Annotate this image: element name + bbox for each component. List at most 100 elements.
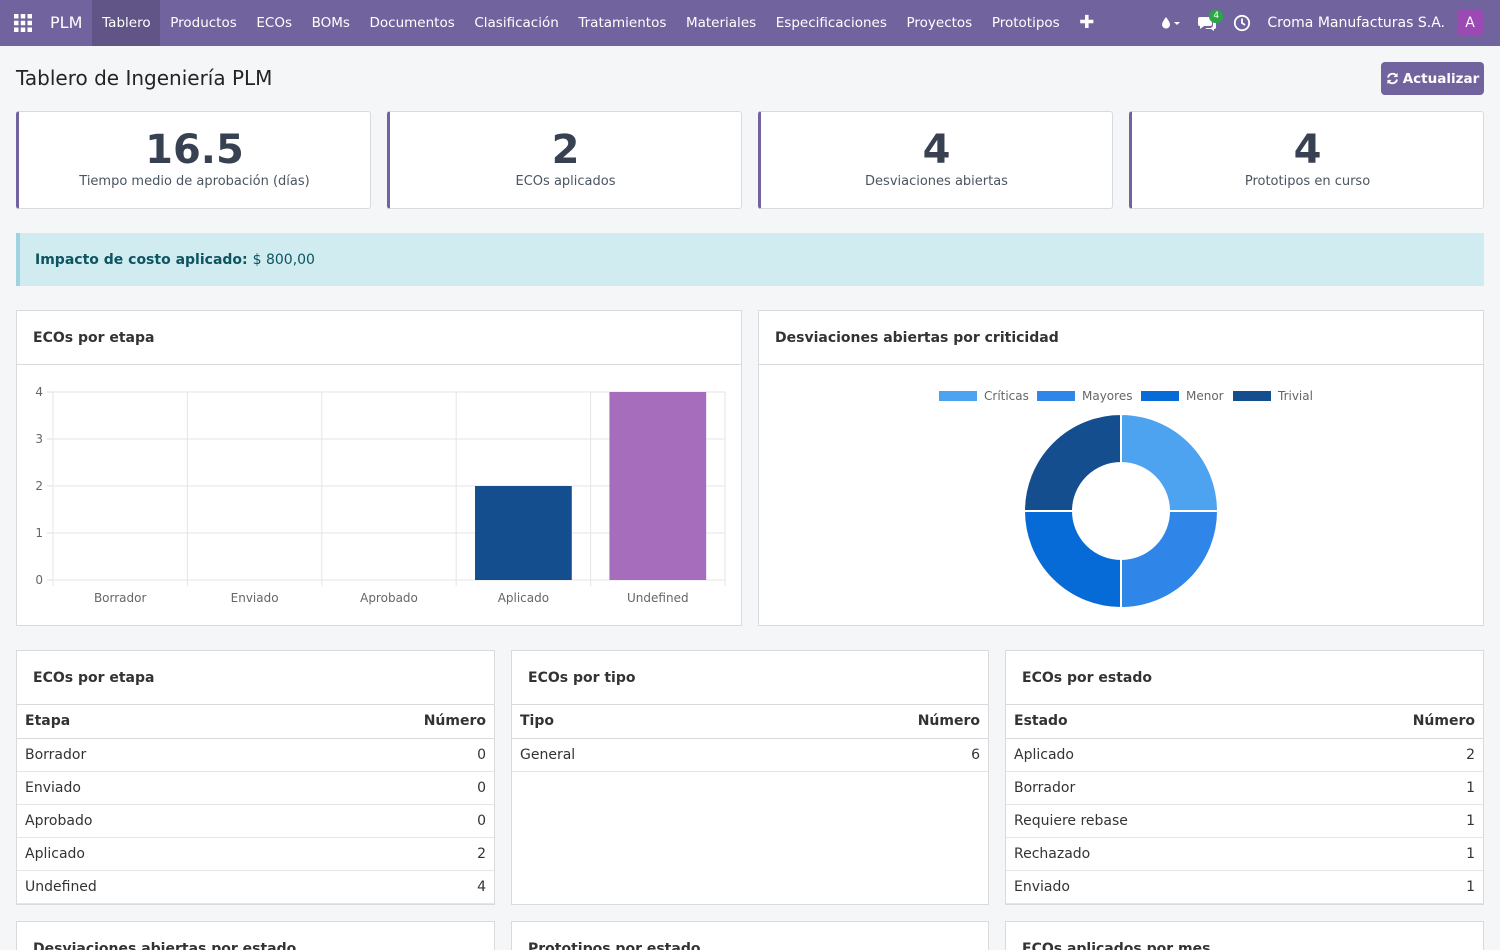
table-row: Undefined 4 — [17, 870, 494, 904]
panel-title: ECOs aplicados por mes — [1006, 922, 1483, 950]
cell: 2 — [1303, 738, 1483, 772]
x-tick-label: Aprobado — [360, 591, 418, 605]
cell: 1 — [1303, 804, 1483, 838]
ecos-by-stage-table: Etapa Número Borrador 0 Enviado 0 Aprobado… — [17, 705, 494, 904]
table-row: General 6 — [512, 738, 988, 772]
ecos-by-stage-chart-panel: ECOs por etapa 0 1 2 3 4 Borrador Enviado Aprob… — [16, 310, 742, 626]
cell: Aplicado — [1006, 738, 1304, 772]
cell: 4 — [269, 870, 494, 904]
legend-label[interactable]: Críticas — [984, 389, 1029, 403]
messages-icon[interactable]: 4 — [1189, 0, 1225, 46]
ecos-by-stage-table-panel: ECOs por etapa Etapa Número Borrador 0 En… — [16, 650, 495, 905]
main-menu: Tablero Productos ECOs BOMs Documentos Clasif… — [92, 0, 1069, 46]
cell: Aprobado — [17, 804, 270, 838]
donut-slice-mayores[interactable] — [1120, 510, 1220, 610]
table-row: Aplicado 2 — [1006, 738, 1483, 772]
navbar-systray: 4 Croma Manufacturas S.A. A — [1153, 0, 1500, 46]
panel-title: ECOs por etapa — [17, 651, 494, 705]
kpi-value: 16.5 — [145, 127, 244, 173]
legend-swatch — [1037, 391, 1075, 401]
menu-item-prototipos[interactable]: Prototipos — [991, 15, 1060, 31]
add-menu-button[interactable]: ✚ — [1079, 12, 1095, 33]
alert-label: Impacto de costo aplicado: — [35, 251, 248, 268]
panel-title: ECOs por estado — [1006, 651, 1483, 705]
column-header: Etapa — [17, 705, 270, 739]
kpi-label: Tiempo medio de aprobación (días) — [79, 174, 310, 189]
panel-title: ECOs por etapa — [17, 311, 741, 365]
x-tick-label: Aplicado — [498, 591, 549, 605]
alert-value: $ 800,00 — [252, 251, 315, 268]
cell: Requiere rebase — [1006, 804, 1304, 838]
cell: 1 — [1303, 870, 1483, 904]
panel-title: Desviaciones abiertas por estado — [17, 922, 494, 950]
legend-label[interactable]: Menor — [1186, 389, 1224, 403]
bar-chart: 0 1 2 3 4 Borrador Enviado Aprobado Aplicado Unde… — [35, 385, 726, 605]
refresh-label: Actualizar — [1402, 70, 1480, 87]
cell: 6 — [738, 738, 988, 772]
panel-title: ECOs por tipo — [512, 651, 988, 705]
kpi-label: Prototipos en curso — [1244, 174, 1371, 189]
kpi-card-open-deviations: 4 Desviaciones abiertas — [758, 111, 1113, 209]
drop-icon[interactable] — [1153, 0, 1189, 46]
y-tick-label: 0 — [35, 573, 43, 587]
ecos-applied-by-month-panel: ECOs aplicados por mes — [1005, 921, 1484, 950]
menu-item-productos[interactable]: Productos — [170, 15, 237, 31]
donut-slice-trivial[interactable] — [1022, 412, 1122, 512]
menu-item-tratamientos[interactable]: Tratamientos — [578, 15, 667, 31]
page-title: Tablero de Ingeniería PLM — [16, 66, 273, 90]
menu-item-materiales[interactable]: Materiales — [685, 15, 757, 31]
company-switcher[interactable]: Croma Manufacturas S.A. — [1267, 15, 1445, 31]
cell: 2 — [269, 837, 494, 871]
menu-item-clasificacion[interactable]: Clasificación — [474, 15, 559, 31]
refresh-icon — [1386, 72, 1398, 85]
bar-aplicado[interactable] — [475, 486, 572, 580]
x-tick-label: Undefined — [627, 591, 689, 605]
legend-swatch — [939, 391, 977, 401]
legend-swatch — [1233, 391, 1271, 401]
cell: 0 — [269, 804, 494, 838]
donut-slice-menor[interactable] — [1022, 510, 1122, 610]
ecos-by-state-table: Estado Número Aplicado 2 Borrador 1 Requie… — [1006, 705, 1483, 904]
menu-item-proyectos[interactable]: Proyectos — [906, 15, 973, 31]
bar-undefined[interactable] — [609, 392, 707, 580]
column-header: Estado — [1006, 705, 1304, 739]
ecos-by-type-table: Tipo Número General 6 — [512, 705, 988, 772]
cell: Borrador — [17, 738, 270, 772]
table-row: Aplicado 2 — [17, 837, 494, 871]
legend-label[interactable]: Trivial — [1277, 389, 1313, 403]
column-header: Tipo — [512, 705, 739, 739]
cell: 1 — [1303, 771, 1483, 805]
app-name[interactable]: PLM — [50, 13, 83, 32]
kpi-label: ECOs aplicados — [515, 174, 616, 189]
y-tick-label: 3 — [35, 432, 43, 446]
menu-item-documentos[interactable]: Documentos — [369, 15, 455, 31]
cell: Enviado — [1006, 870, 1304, 904]
column-header: Número — [269, 705, 494, 739]
cell: 0 — [269, 771, 494, 805]
cell: Borrador — [1006, 771, 1304, 805]
y-tick-label: 4 — [35, 385, 43, 399]
table-row: Aprobado 0 — [17, 804, 494, 838]
menu-item-boms[interactable]: BOMs — [311, 15, 350, 31]
panel-title: Desviaciones abiertas por criticidad — [759, 311, 1483, 365]
deviations-by-criticality-panel: Desviaciones abiertas por criticidad Crí… — [758, 310, 1484, 626]
kpi-label: Desviaciones abiertas — [865, 174, 1008, 189]
donut-chart: Críticas Mayores Menor Trivial — [939, 389, 1313, 610]
kpi-value: 2 — [551, 127, 580, 173]
legend-swatch — [1141, 391, 1179, 401]
refresh-button[interactable]: Actualizar — [1381, 62, 1484, 95]
messages-badge: 4 — [1209, 10, 1224, 23]
donut-slice-criticas[interactable] — [1120, 412, 1220, 512]
user-avatar[interactable]: A — [1457, 10, 1483, 36]
top-navbar: PLM Tablero Productos ECOs BOMs Documentos Cl… — [0, 0, 1500, 46]
menu-item-ecos[interactable]: ECOs — [256, 15, 292, 31]
menu-item-especificaciones[interactable]: Especificaciones — [775, 15, 887, 31]
y-tick-label: 2 — [35, 479, 43, 493]
kpi-value: 4 — [922, 127, 951, 173]
table-row: Rechazado 1 — [1006, 837, 1483, 871]
legend-label[interactable]: Mayores — [1082, 389, 1132, 403]
cell: Rechazado — [1006, 837, 1304, 871]
clock-icon[interactable] — [1225, 0, 1259, 46]
apps-menu-icon[interactable] — [0, 0, 46, 46]
menu-item-tablero[interactable]: Tablero — [92, 0, 161, 46]
